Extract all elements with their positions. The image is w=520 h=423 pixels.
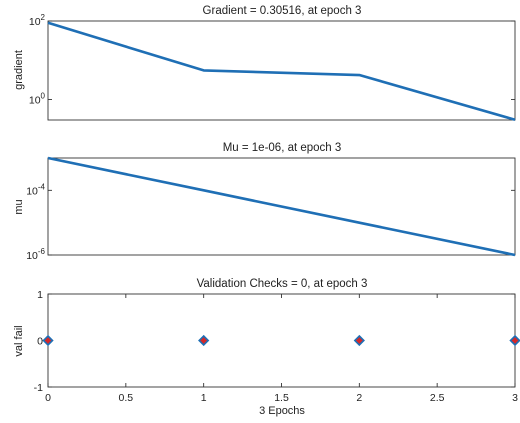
panel-val-title: Validation Checks = 0, at epoch 3 (197, 278, 368, 290)
panel-mu-ylabel: mu (13, 199, 25, 214)
ytick-label: 102 (29, 13, 46, 28)
series-line (47, 156, 516, 257)
panel-val-xticks: 0 0.5 1 1.5 2 2.5 3 (45, 294, 518, 404)
panel-gradient-ylabel: gradient (13, 50, 25, 90)
panel-val-series (42, 334, 520, 347)
series-line (47, 21, 516, 121)
panel-gradient-yticks: 100 102 (29, 13, 515, 106)
ytick-label: 100 (29, 91, 46, 106)
xtick-label: 2.5 (430, 392, 445, 404)
data-point-marker (353, 334, 365, 347)
panel-gradient-title: Gradient = 0.30516, at epoch 3 (203, 5, 362, 17)
panel-mu: Mu = 1e-06, at epoch 3 mu 10-6 10-4 (13, 142, 516, 262)
xtick-label: 0.5 (119, 392, 134, 404)
panel-mu-series (47, 156, 516, 257)
panel-val-xlabel: 3 Epochs (259, 405, 305, 417)
xtick-label: 0 (45, 392, 51, 404)
panel-val-ylabel: val fail (13, 325, 25, 356)
ytick-label: 10-6 (26, 247, 45, 262)
panel-val-axes (47, 293, 516, 388)
panel-val: Validation Checks = 0, at epoch 3 val fa… (13, 278, 520, 417)
data-point-marker (198, 334, 210, 347)
data-point-marker (509, 334, 520, 347)
ytick-label: 1 (37, 289, 43, 301)
panel-gradient: Gradient = 0.30516, at epoch 3 gradient … (13, 5, 516, 121)
xtick-label: 1 (201, 392, 207, 404)
data-point-marker (42, 334, 54, 347)
xtick-label: 2 (356, 392, 362, 404)
xtick-label: 1.5 (274, 392, 289, 404)
panel-gradient-axes (47, 20, 516, 121)
ytick-label: -1 (34, 382, 43, 394)
ytick-label: 0 (37, 336, 43, 348)
xtick-label: 3 (512, 392, 518, 404)
panel-gradient-series (47, 21, 516, 121)
ytick-label: 10-4 (26, 182, 45, 197)
panel-mu-title: Mu = 1e-06, at epoch 3 (223, 142, 342, 154)
